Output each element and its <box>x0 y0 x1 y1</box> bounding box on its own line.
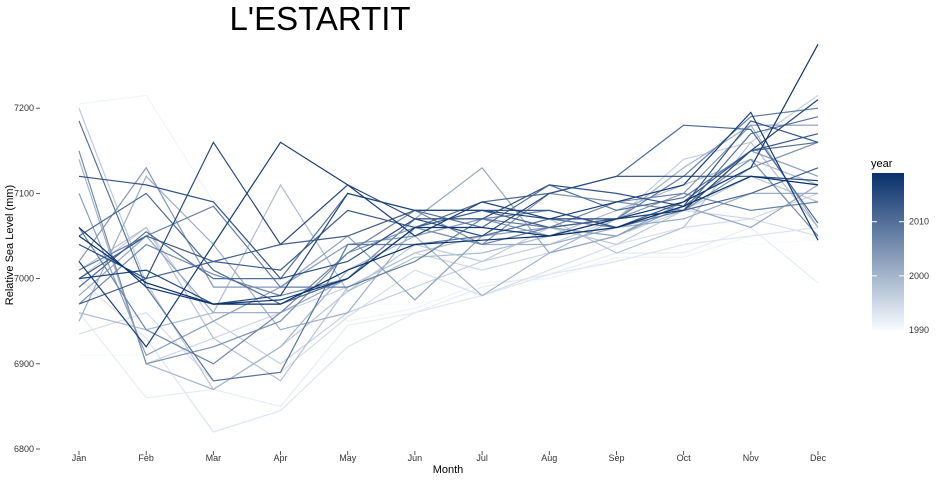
legend-ticks: 1990 2000 2010 <box>872 217 929 335</box>
series-line-1994 <box>78 218 819 382</box>
series-group <box>78 44 819 433</box>
series-line-2016 <box>78 99 819 305</box>
series-line-2018 <box>78 44 819 305</box>
legend-title: year <box>871 158 893 170</box>
x-tick-label: Feb <box>138 453 154 463</box>
x-tick-label: Mar <box>206 453 222 463</box>
legend-tick-label: 2000 <box>909 271 929 281</box>
y-axis-title: Relative Sea Level (mm) <box>4 185 16 305</box>
x-tick-label: Oct <box>677 453 692 463</box>
legend-colorbar <box>872 173 904 330</box>
y-tick-label: 7000 <box>14 274 34 284</box>
x-axis-title: Month <box>433 464 464 476</box>
x-tick-label: Dec <box>810 453 827 463</box>
series-line-2002 <box>78 166 819 314</box>
series-line-2009 <box>78 116 819 382</box>
y-tick-label: 6900 <box>14 359 34 369</box>
series-line-1998 <box>78 141 819 382</box>
series-line-1990 <box>79 226 819 361</box>
x-tick-label: Nov <box>743 453 760 463</box>
legend-tick-label: 1990 <box>909 325 929 335</box>
series-line-1995 <box>78 150 819 365</box>
series-line-1992 <box>78 226 819 408</box>
y-tick-label: 6800 <box>14 444 34 454</box>
series-line-1993 <box>78 226 819 433</box>
y-tick-label: 7100 <box>14 188 34 198</box>
series-line-2011 <box>78 124 819 305</box>
x-tick-label: Aug <box>541 453 557 463</box>
x-tick-label: Sep <box>608 453 624 463</box>
x-tick-label: May <box>339 453 357 463</box>
x-tick-label: Apr <box>274 453 288 463</box>
series-line-2017 <box>78 111 819 348</box>
series-line-2019 <box>78 175 819 305</box>
x-tick-label: Jul <box>476 453 488 463</box>
series-line-1999 <box>78 158 819 331</box>
y-axis: 6800 6900 7000 7100 7200 <box>14 103 40 454</box>
x-axis: Jan Feb Mar Apr May Jun Jul Aug Sep Oct Nov Dec <box>72 451 827 463</box>
series-line-1996 <box>78 94 819 365</box>
chart-title: L'ESTARTIT <box>229 0 410 37</box>
y-tick-label: 7200 <box>14 103 34 113</box>
series-line-1991 <box>78 94 819 322</box>
x-tick-label: Jan <box>72 453 87 463</box>
color-legend: year 1990 2000 2010 <box>871 158 929 335</box>
series-line-1997 <box>78 107 819 391</box>
legend-tick-label: 2010 <box>909 217 929 227</box>
x-tick-label: Jun <box>408 453 423 463</box>
series-line-2005 <box>78 141 819 365</box>
series-line-2000 <box>78 124 819 391</box>
